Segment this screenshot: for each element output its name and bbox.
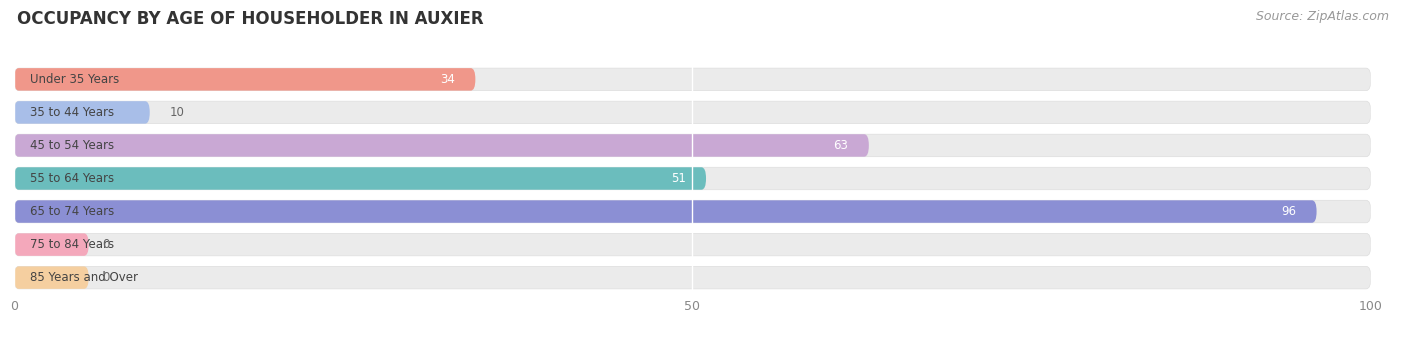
- Text: 35 to 44 Years: 35 to 44 Years: [31, 106, 114, 119]
- Text: 0: 0: [103, 271, 110, 284]
- Text: 65 to 74 Years: 65 to 74 Years: [31, 205, 115, 218]
- Text: Under 35 Years: Under 35 Years: [31, 73, 120, 86]
- Text: 55 to 64 Years: 55 to 64 Years: [31, 172, 114, 185]
- FancyBboxPatch shape: [14, 267, 89, 289]
- FancyBboxPatch shape: [14, 68, 1371, 90]
- Text: 63: 63: [834, 139, 848, 152]
- Text: Source: ZipAtlas.com: Source: ZipAtlas.com: [1256, 10, 1389, 23]
- Text: 10: 10: [170, 106, 186, 119]
- Text: 45 to 54 Years: 45 to 54 Years: [31, 139, 114, 152]
- Text: 85 Years and Over: 85 Years and Over: [31, 271, 138, 284]
- Text: 51: 51: [671, 172, 686, 185]
- Text: 0: 0: [103, 238, 110, 251]
- FancyBboxPatch shape: [14, 134, 869, 157]
- FancyBboxPatch shape: [14, 68, 475, 90]
- FancyBboxPatch shape: [14, 200, 1316, 223]
- Text: OCCUPANCY BY AGE OF HOUSEHOLDER IN AUXIER: OCCUPANCY BY AGE OF HOUSEHOLDER IN AUXIE…: [17, 10, 484, 28]
- FancyBboxPatch shape: [14, 167, 1371, 190]
- FancyBboxPatch shape: [14, 101, 150, 124]
- FancyBboxPatch shape: [14, 134, 1371, 157]
- Text: 34: 34: [440, 73, 456, 86]
- FancyBboxPatch shape: [14, 167, 706, 190]
- FancyBboxPatch shape: [14, 101, 1371, 124]
- FancyBboxPatch shape: [14, 233, 89, 256]
- FancyBboxPatch shape: [14, 267, 1371, 289]
- Text: 96: 96: [1281, 205, 1296, 218]
- Text: 75 to 84 Years: 75 to 84 Years: [31, 238, 114, 251]
- FancyBboxPatch shape: [14, 233, 1371, 256]
- FancyBboxPatch shape: [14, 200, 1371, 223]
